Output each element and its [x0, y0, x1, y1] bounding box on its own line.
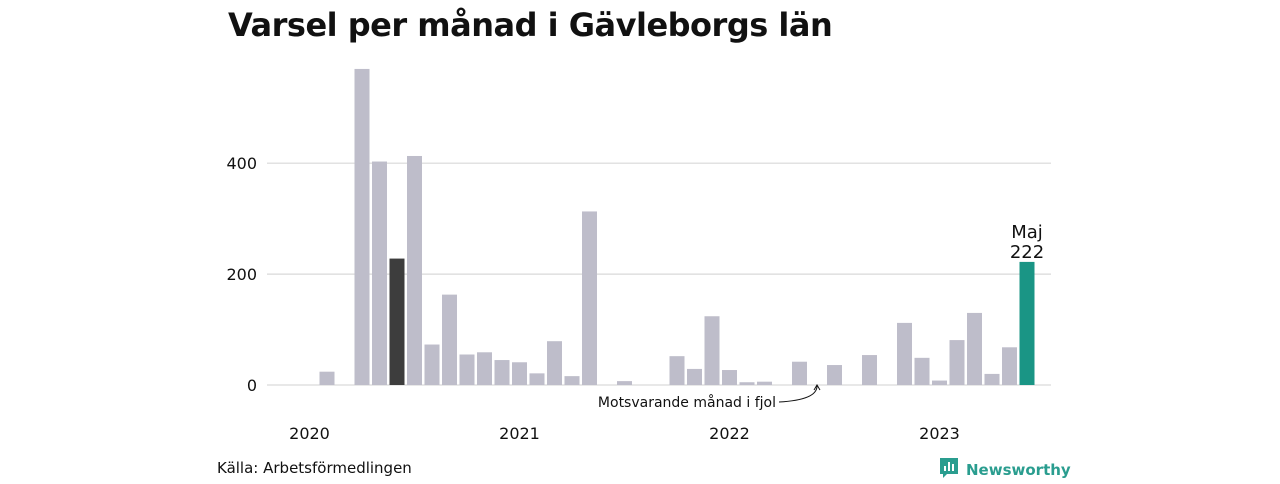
brand-logo[interactable]: Newsworthy	[938, 456, 1071, 484]
y-tick-label: 400	[226, 154, 257, 173]
arrowhead	[813, 384, 821, 391]
bar-2021-01	[512, 362, 527, 385]
bar-2020-11	[477, 352, 492, 385]
y-tick-label: 200	[226, 265, 257, 284]
bar-2021-10	[669, 356, 685, 385]
previous-year-note: Motsvarande månad i fjol	[598, 394, 776, 411]
bar-2022-01	[722, 370, 737, 385]
bar-2020-10	[459, 354, 475, 385]
bar-2020-08	[424, 344, 440, 385]
bar-2020-09	[442, 294, 457, 385]
bar-2023-01	[932, 380, 947, 385]
x-tick-label: 2021	[499, 424, 540, 443]
bar-2021-02	[529, 373, 545, 385]
bar-2023-03	[967, 312, 982, 385]
bar-2023-04	[984, 373, 1000, 385]
bar-2020-02	[319, 371, 335, 385]
bar-2020-04	[354, 68, 370, 385]
bar-2020-05	[372, 161, 387, 385]
source-note: Källa: Arbetsförmedlingen	[217, 459, 412, 477]
y-tick-label: 0	[247, 376, 257, 395]
y-axis-ticks: 0 200 400	[226, 154, 257, 395]
bar-2021-07	[617, 381, 632, 385]
bar-2023-02	[949, 340, 965, 385]
x-tick-label: 2020	[289, 424, 330, 443]
current-value-label: 222	[1010, 242, 1044, 263]
bar-2021-05	[582, 211, 597, 385]
bar-2022-11	[897, 322, 912, 385]
bar-2022-05	[792, 361, 807, 385]
bar-2022-02	[739, 382, 755, 385]
bar-2022-12	[914, 357, 930, 385]
bar-2020-06	[389, 258, 405, 385]
current-value-label: Maj	[1011, 222, 1043, 243]
chart-title: Varsel per månad i Gävleborgs län	[228, 6, 833, 44]
bar-undefined	[1019, 261, 1035, 385]
bar-2022-09	[862, 355, 877, 385]
bar-2021-04	[564, 376, 580, 385]
annotation-arrow	[778, 385, 818, 403]
bar-series	[319, 68, 1035, 385]
bar-2021-03	[547, 341, 562, 385]
bar-2020-07	[407, 155, 422, 385]
newsworthy-logo-icon	[938, 456, 960, 484]
bar-2022-07	[827, 365, 842, 385]
bar-2022-03	[757, 381, 772, 385]
bar-2021-12	[704, 316, 720, 385]
x-tick-label: 2022	[709, 424, 750, 443]
bar-2020-12	[494, 360, 510, 385]
x-tick-label: 2023	[919, 424, 960, 443]
x-axis-ticks: 2020 2021 2022 2023	[289, 424, 960, 443]
brand-name: Newsworthy	[966, 461, 1071, 479]
bar-2023-05	[1002, 347, 1017, 385]
bar-2021-11	[687, 368, 702, 385]
